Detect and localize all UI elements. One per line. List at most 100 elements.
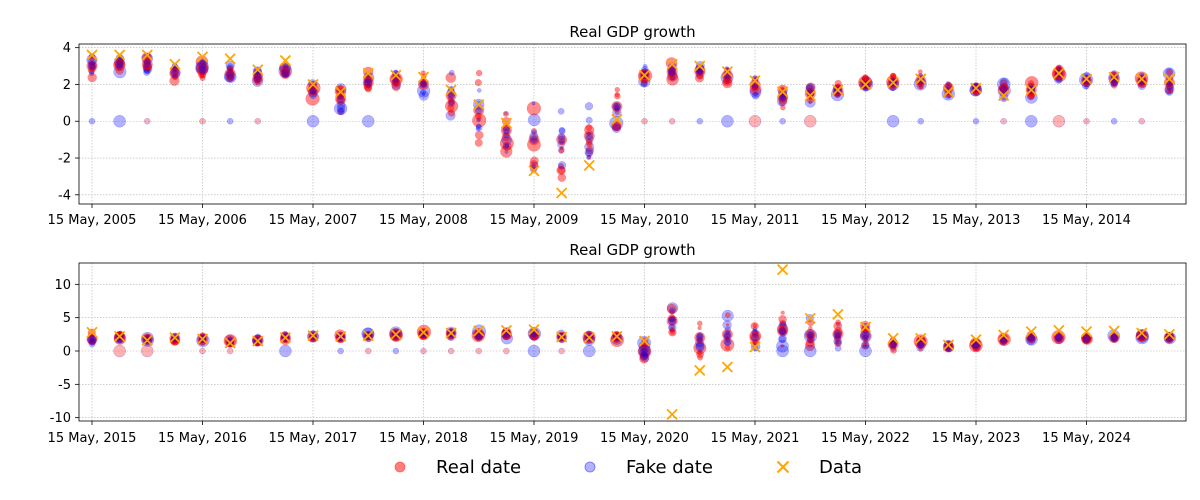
fake-date-point xyxy=(723,330,732,339)
real-date-point xyxy=(808,88,814,94)
fake-date-point xyxy=(1112,335,1116,340)
fake-date-point xyxy=(226,69,235,78)
data-point xyxy=(141,334,153,346)
fake-date-point xyxy=(1165,332,1175,342)
fake-date-point xyxy=(447,330,455,339)
fake-date-point xyxy=(419,80,428,89)
data-point xyxy=(694,60,706,72)
real-date-point xyxy=(526,137,541,152)
zero-estimate-point xyxy=(641,117,648,125)
data-point xyxy=(832,84,844,96)
real-date-point xyxy=(1001,84,1007,89)
fake-date-point xyxy=(668,323,677,333)
x-tick-label: 15 May, 2022 xyxy=(821,431,910,446)
fake-date-point xyxy=(751,328,758,336)
zero-estimate-point xyxy=(721,114,734,128)
real-date-point xyxy=(364,83,373,92)
real-date-point xyxy=(1083,81,1089,87)
fake-date-point xyxy=(113,65,127,79)
fake-date-point xyxy=(723,332,732,341)
real-date-point xyxy=(918,347,923,352)
real-date-point xyxy=(585,124,593,131)
fake-date-point xyxy=(365,75,372,81)
data-point xyxy=(196,333,209,345)
real-date-point xyxy=(199,59,205,65)
fake-date-point xyxy=(144,58,151,66)
fake-date-point xyxy=(113,332,126,344)
fake-date-point xyxy=(751,329,759,337)
fake-date-point xyxy=(889,340,898,349)
real-date-point xyxy=(528,134,540,146)
real-date-point xyxy=(1000,336,1008,344)
fake-date-point xyxy=(695,67,704,76)
real-date-point xyxy=(668,70,676,78)
fake-date-point xyxy=(1028,335,1034,341)
fake-date-point xyxy=(917,340,924,347)
zero-estimate-point xyxy=(638,344,651,358)
real-date-point xyxy=(862,74,869,81)
real-date-point xyxy=(557,166,566,175)
real-date-point xyxy=(1112,334,1116,339)
real-date-point xyxy=(834,339,842,348)
fake-date-point xyxy=(447,91,456,100)
real-date-point xyxy=(696,336,703,343)
fake-date-point xyxy=(530,327,538,335)
fake-date-point xyxy=(310,85,315,91)
real-date-point xyxy=(1027,92,1035,100)
real-date-point xyxy=(614,86,621,93)
real-date-point xyxy=(502,110,509,117)
fake-date-point xyxy=(335,83,347,95)
real-date-point xyxy=(530,332,539,341)
legend-label: Data xyxy=(819,457,862,478)
real-date-point xyxy=(472,113,487,128)
fake-date-point xyxy=(114,60,124,70)
fake-date-point xyxy=(282,71,290,79)
real-date-point xyxy=(918,82,924,88)
fake-date-point xyxy=(143,66,151,75)
zero-estimate-point xyxy=(475,347,482,355)
fake-date-point xyxy=(778,99,786,107)
real-date-point xyxy=(669,69,674,75)
fake-date-point xyxy=(311,90,316,95)
zero-estimate-point xyxy=(696,117,703,125)
fake-date-point xyxy=(1082,334,1091,343)
fake-date-point xyxy=(420,79,426,85)
x-tick-label: 15 May, 2023 xyxy=(932,431,1021,446)
fake-date-point xyxy=(391,79,402,90)
fake-date-point xyxy=(1027,333,1036,342)
fake-date-point xyxy=(117,56,123,62)
real-date-point xyxy=(474,138,483,147)
fake-date-point xyxy=(805,84,815,94)
fake-date-point xyxy=(1110,332,1119,340)
fake-date-point xyxy=(891,87,895,91)
data-point xyxy=(252,335,264,347)
fake-date-point xyxy=(557,161,567,170)
fake-date-point xyxy=(666,302,679,314)
real-date-point xyxy=(694,73,705,83)
fake-date-point xyxy=(724,75,731,82)
fake-date-point xyxy=(753,92,758,97)
real-date-point xyxy=(558,138,566,145)
fake-date-point xyxy=(695,338,704,348)
data-point xyxy=(113,330,126,342)
fake-date-point xyxy=(1000,86,1008,94)
fake-date-point xyxy=(778,327,787,335)
fake-date-point xyxy=(421,333,426,338)
fake-date-point xyxy=(88,60,95,67)
real-date-point xyxy=(1111,335,1116,340)
fake-date-point xyxy=(308,87,318,98)
real-date-point xyxy=(447,104,455,112)
real-date-point xyxy=(1055,71,1063,79)
x-tick-label: 15 May, 2018 xyxy=(379,431,468,446)
fake-date-point xyxy=(502,328,511,337)
zero-estimate-point xyxy=(1083,117,1090,125)
fake-date-point xyxy=(806,82,816,93)
x-tick-label: 15 May, 2008 xyxy=(379,213,468,228)
fake-date-point xyxy=(280,67,291,78)
real-date-point xyxy=(725,335,729,340)
zero-estimate-point xyxy=(503,347,510,355)
real-date-point xyxy=(197,64,208,76)
fake-date-point xyxy=(1056,333,1062,339)
real-date-point xyxy=(445,99,459,113)
real-date-point xyxy=(87,72,97,83)
